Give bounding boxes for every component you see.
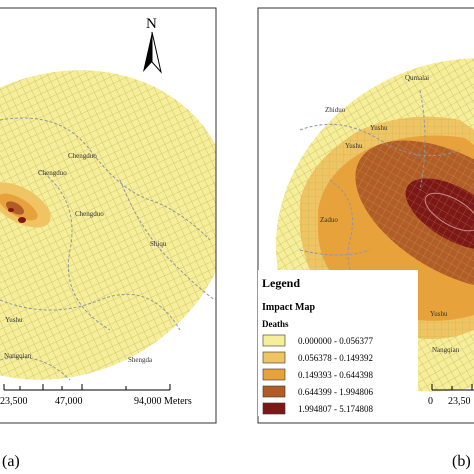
panel-a-town-label: Chengduo [68,152,97,160]
panel-a-town-label: Chengduo [75,210,104,218]
panel-a-frame [0,7,217,424]
legend-subtitle: Impact Map [262,302,315,313]
panel-b-town-label: Qumalai [405,74,429,82]
panel-a-town-label: Nangqian [4,352,32,360]
panel-a-town-label: Shiqu [150,240,167,248]
panel-b-zone-5-grid [405,178,474,250]
panel-a-scale-bar: 23,500 47,000 94,000 Meters [0,384,192,407]
panel-b-town-label: Yushu [370,124,388,132]
legend-swatch [262,368,286,381]
scale-label: 23,50 [448,396,471,407]
panel-b-town-label: Yushu [345,142,363,150]
panel-b-town-label: Nangqian [432,346,460,354]
legend-range-label: 0.000000 - 0.056377 [298,336,373,346]
panel-b-frame [257,7,474,424]
legend-field: Deaths [262,319,289,329]
legend-range-label: 0.149393 - 0.644398 [298,370,373,380]
panel-a-epicenter [8,208,14,212]
panel-a-town-label: Chengduo [38,169,67,177]
legend-title: Legend [262,276,300,290]
panel-a-town-label: Shengda [128,356,153,364]
panel-a-label: (a) [2,453,20,470]
legend-range-label: 1.994807 - 5.174808 [298,404,373,414]
legend-swatch [262,351,286,364]
panel-b-town-label: Yushu [430,310,448,318]
panel-a-roads [0,117,216,381]
legend: Legend Impact Map Deaths 0.000000 - 0.05… [258,270,418,416]
panel-a-zone-5 [18,217,26,223]
panel-a-map [0,70,216,381]
panel-b-scale-bar: 0 23,50 [428,384,474,407]
panel-a-zone-1-grid [0,70,216,380]
panel-a-town-label: Yushu [5,316,23,324]
north-label: N [146,16,157,32]
scale-label: 47,000 [55,396,83,407]
legend-swatch [262,334,286,347]
legend-items: 0.000000 - 0.056377 0.056378 - 0.149392 0.… [262,334,373,415]
scale-label: 23,500 [0,396,28,407]
legend-swatch [262,385,286,398]
panel-b-roads [299,89,461,301]
scale-label: 94,000 Meters [134,396,192,407]
panel-b-contour [424,192,474,232]
legend-range-label: 0.056378 - 0.149392 [298,353,373,363]
legend-range-label: 0.644399 - 1.994806 [298,387,373,397]
panel-b-town-label: Zhiduo [325,106,346,114]
north-arrow: N [143,16,162,74]
panel-a-zone-4 [5,201,25,215]
panel-b-label: (b) [452,453,471,470]
legend-swatch [262,402,286,415]
panel-b-town-label: Zaduo [320,216,338,224]
scale-label: 0 [428,396,433,407]
